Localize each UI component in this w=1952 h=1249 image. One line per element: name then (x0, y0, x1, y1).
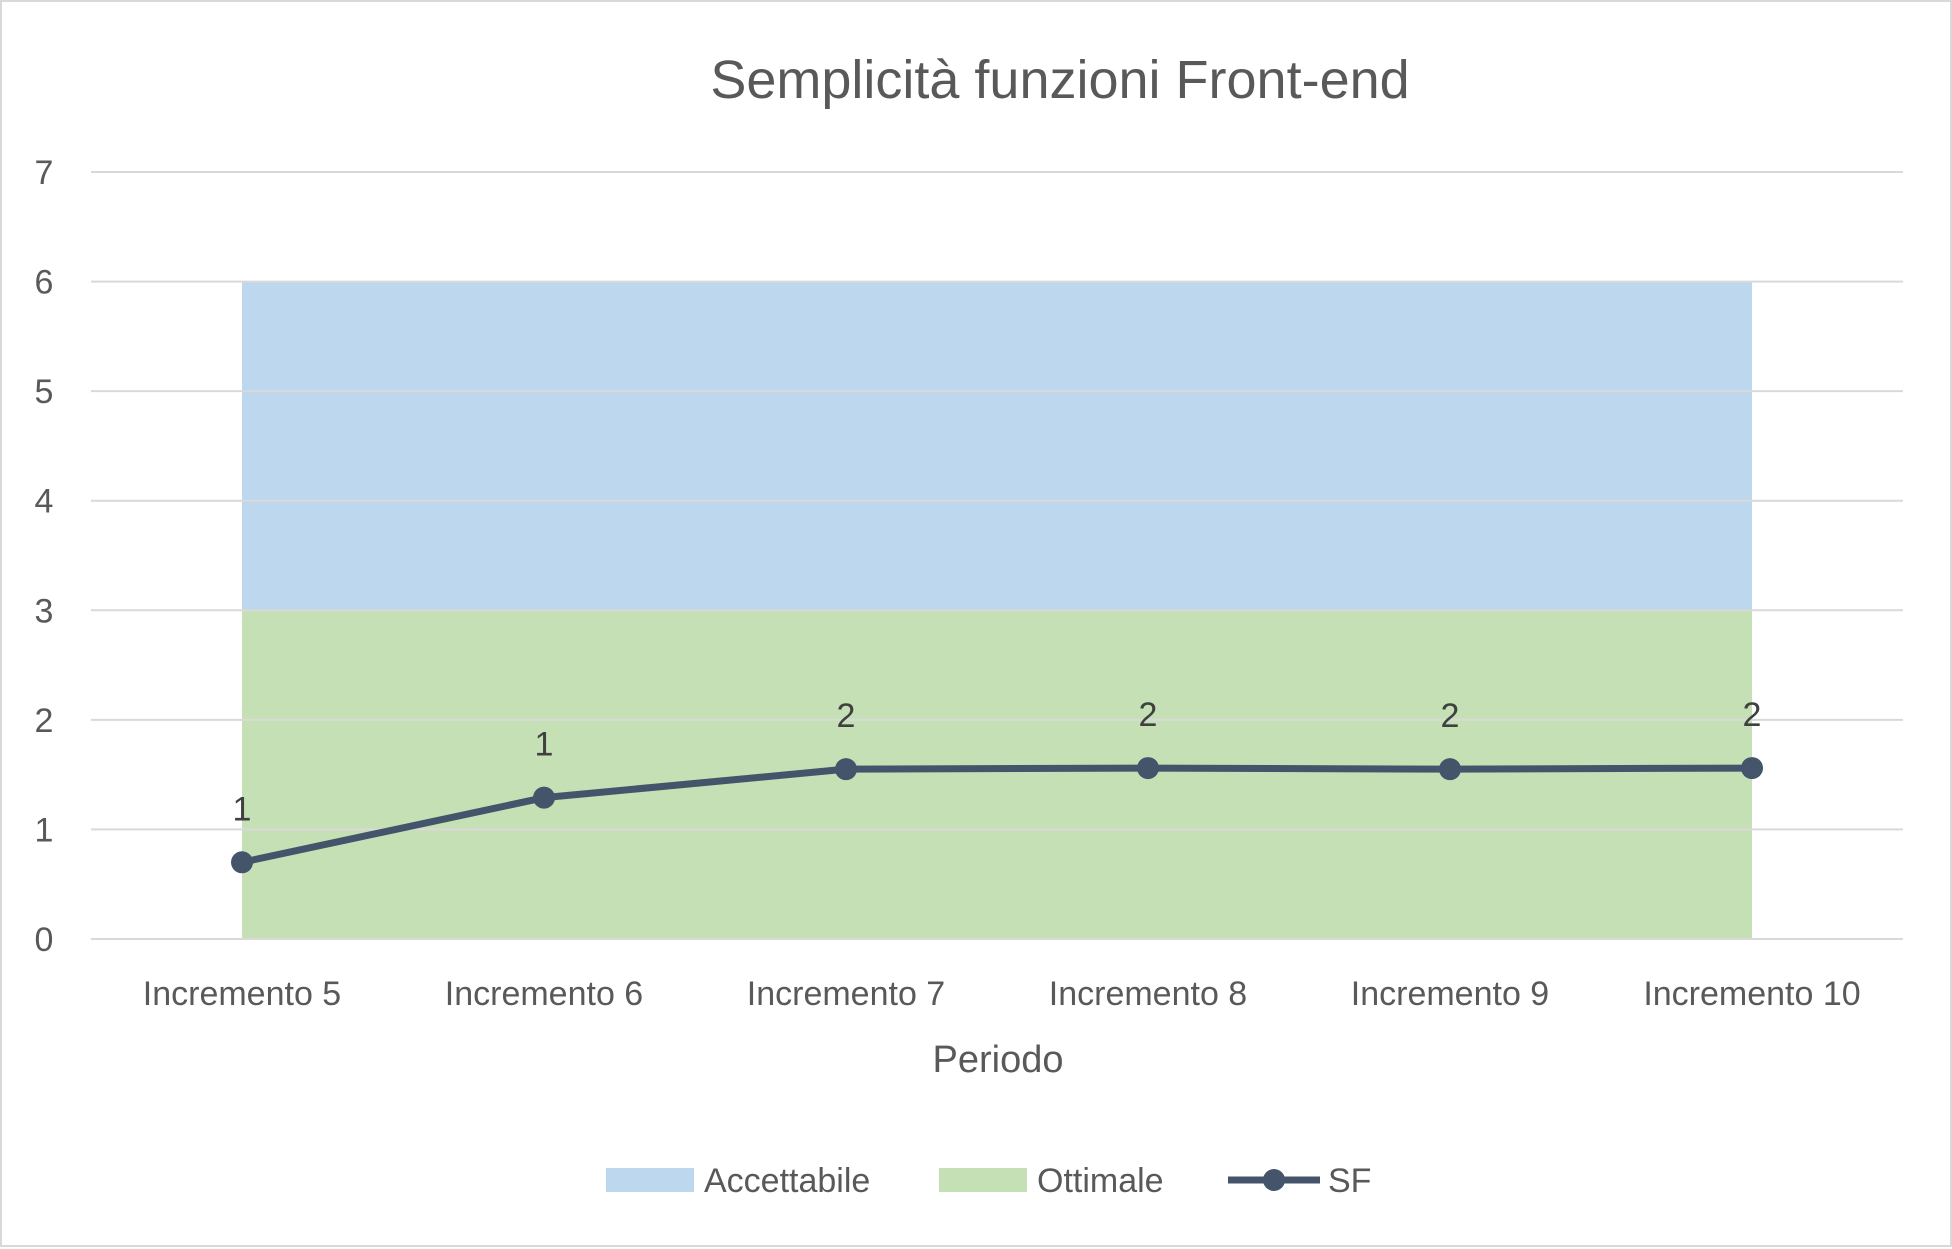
x-tick-label: Incremento 6 (445, 975, 643, 1013)
y-tick-label: 3 (35, 592, 54, 630)
data-label: 2 (1139, 696, 1158, 734)
data-point (1439, 758, 1461, 781)
x-axis-title: Periodo (933, 1039, 1064, 1081)
legend-swatch-ottimale (939, 1168, 1027, 1192)
y-axis: 0 1 2 3 4 5 6 7 (35, 154, 54, 959)
data-point (835, 758, 857, 781)
x-tick-label: Incremento 10 (1643, 975, 1860, 1013)
band-accettabile (242, 281, 1752, 611)
x-tick-label: Incremento 8 (1049, 975, 1247, 1013)
data-point (231, 851, 253, 874)
x-tick-label: Incremento 7 (747, 975, 945, 1013)
legend-label: SF (1328, 1162, 1371, 1200)
data-label: 2 (1441, 697, 1460, 735)
series-line-sf (241, 764, 1753, 866)
band-ottimale (242, 610, 1752, 939)
legend-swatch-accettabile (606, 1168, 694, 1192)
data-label: 2 (837, 697, 856, 735)
data-point (1137, 757, 1159, 780)
legend-marker (1263, 1169, 1285, 1191)
x-axis: Incremento 5 Incremento 6 Incremento 7 Incr… (143, 975, 1861, 1013)
data-point (533, 786, 555, 809)
y-tick-label: 7 (35, 154, 54, 192)
legend-label: Accettabile (704, 1162, 870, 1200)
y-tick-label: 0 (35, 921, 54, 959)
data-point (1741, 757, 1763, 780)
y-tick-label: 4 (35, 483, 54, 521)
data-label: 2 (1743, 696, 1762, 734)
y-tick-label: 2 (35, 702, 54, 740)
chart-title: Semplicità funzioni Front-end (710, 50, 1409, 110)
data-label: 1 (233, 790, 252, 828)
series-layer (231, 757, 1763, 874)
band-layer (242, 281, 1752, 939)
y-tick-label: 6 (35, 264, 54, 302)
legend: Accettabile Ottimale SF (606, 1162, 1371, 1200)
y-tick-label: 1 (35, 811, 54, 849)
y-tick-label: 5 (35, 373, 54, 411)
gridlines (91, 171, 1903, 940)
x-tick-label: Incremento 9 (1351, 975, 1549, 1013)
data-labels: 1 1 2 2 2 2 (233, 696, 1762, 828)
legend-label: Ottimale (1037, 1162, 1164, 1200)
x-tick-label: Incremento 5 (143, 975, 341, 1013)
data-label: 1 (535, 726, 554, 764)
